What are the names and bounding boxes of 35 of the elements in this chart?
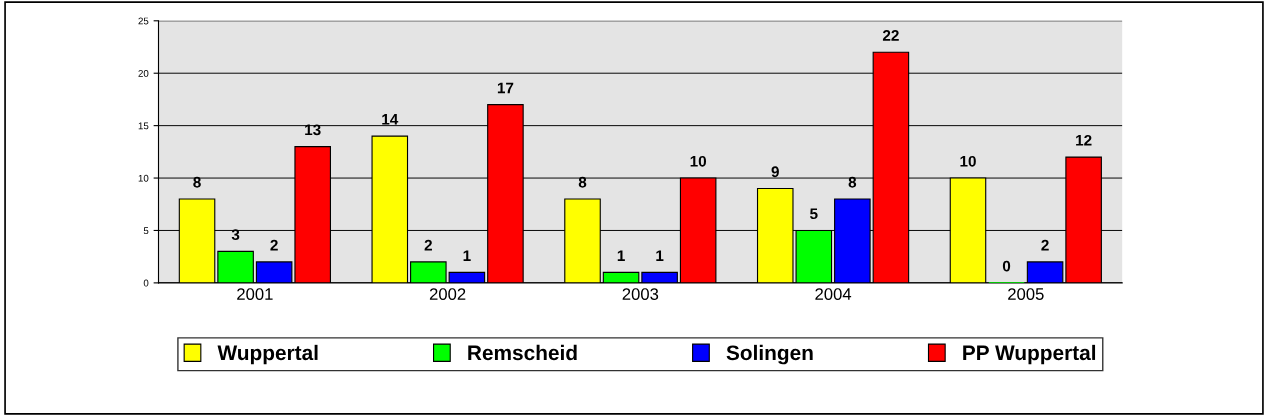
- x-tick-label: 2005: [1008, 288, 1044, 300]
- legend-label: PP Wuppertal: [963, 344, 1096, 365]
- y-tick-label: 5: [143, 227, 149, 235]
- data-label: 1: [656, 250, 664, 261]
- y-tick-label: 25: [138, 17, 149, 25]
- data-label: 1: [463, 250, 471, 261]
- data-label: 3: [231, 229, 240, 241]
- data-label: 0: [1002, 260, 1011, 272]
- y-tick-label: 10: [138, 174, 149, 182]
- data-label: 2: [270, 239, 278, 251]
- data-label: 10: [960, 155, 976, 167]
- data-label: 12: [1076, 134, 1092, 146]
- y-tick-label: 15: [138, 122, 149, 130]
- x-tick-label: 2001: [237, 288, 273, 300]
- y-tick-label: 20: [138, 69, 149, 77]
- data-label: 8: [848, 176, 857, 188]
- data-label: 5: [810, 208, 818, 220]
- data-label: 2: [1041, 239, 1049, 251]
- legend-label: Wuppertal: [217, 344, 318, 365]
- legend-label: Remscheid: [468, 344, 577, 361]
- data-label: 13: [305, 124, 321, 136]
- data-label: 1: [617, 250, 625, 261]
- data-label: 14: [382, 114, 399, 125]
- y-tick-label: 0: [143, 279, 149, 287]
- data-label: 10: [690, 155, 707, 167]
- data-label: 8: [193, 176, 201, 188]
- data-label: 8: [578, 176, 587, 188]
- data-label: 17: [497, 82, 514, 94]
- x-tick-label: 2003: [622, 288, 659, 300]
- data-label: 22: [882, 30, 899, 41]
- data-label: 9: [771, 166, 779, 178]
- x-tick-label: 2002: [429, 288, 466, 300]
- legend-label: Solingen: [726, 344, 813, 365]
- x-tick-label: 2004: [815, 288, 852, 300]
- data-label: 2: [424, 239, 432, 251]
